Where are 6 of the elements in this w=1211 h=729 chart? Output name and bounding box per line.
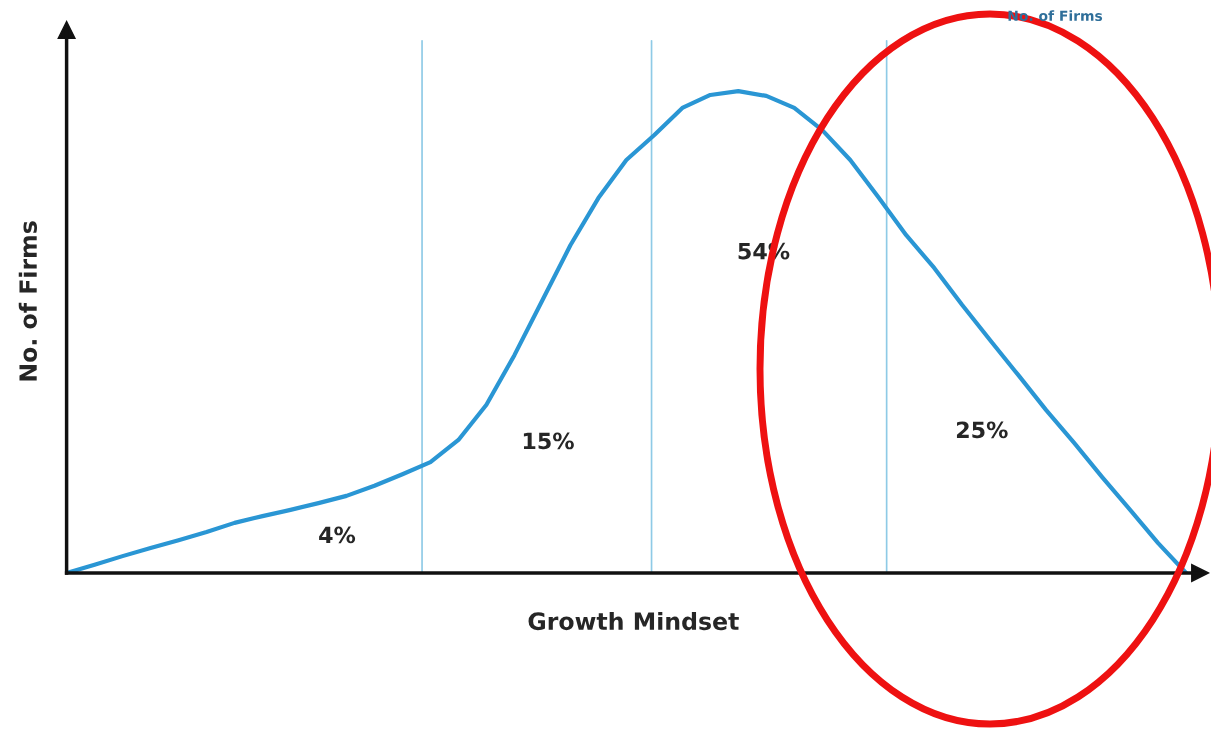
annotation: 15% [523, 432, 574, 450]
text: No. of Firms [1008, 10, 1103, 22]
annotation: 25% [956, 421, 1008, 439]
x-axis-title: Growth Mindset [528, 611, 739, 631]
y-axis-title: No. of Firms [18, 221, 38, 381]
annotation: 4% [319, 526, 356, 544]
